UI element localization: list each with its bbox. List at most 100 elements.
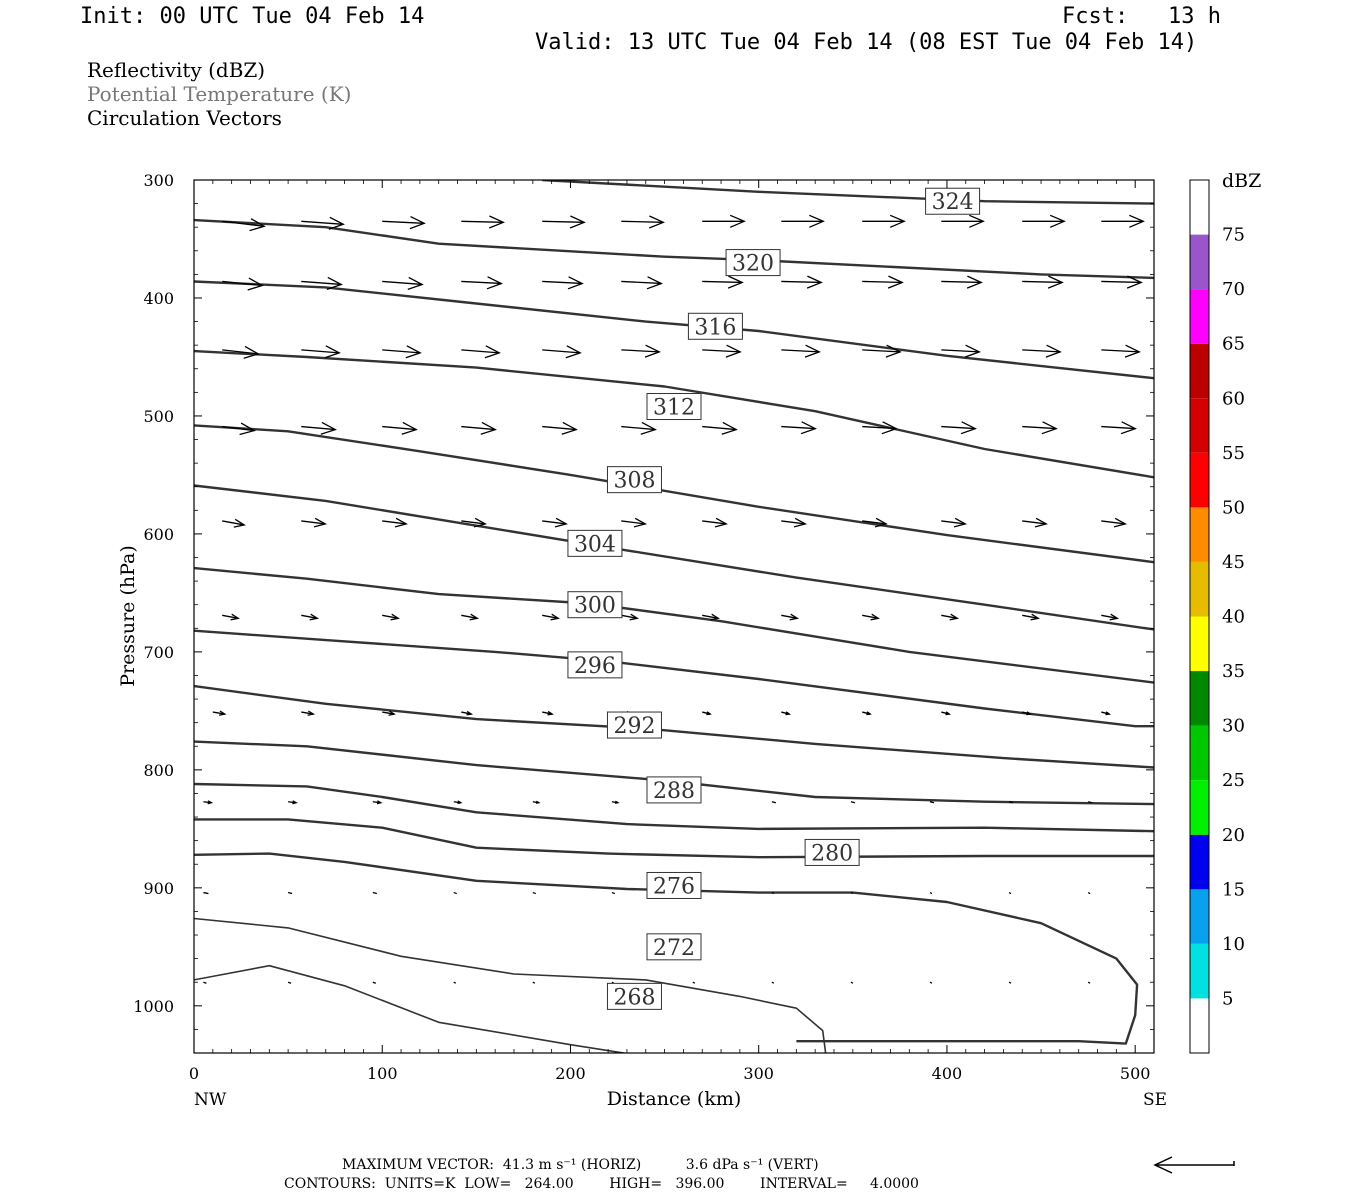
theta-label-box: [687, 312, 743, 340]
max-vector-note: MAXIMUM VECTOR: 41.3 m s⁻¹ (HORIZ) 3.6 d…: [342, 1157, 819, 1173]
circulation-vector: [771, 891, 775, 895]
circulation-vector: [382, 216, 426, 230]
colorbar-level-label: 65: [1222, 334, 1245, 355]
circulation-vector: [862, 517, 888, 528]
colorbar: 5 10 15 20 25 30 35 40 45 50 55 60 65 70 75: [1189, 179, 1245, 1054]
circulation-vector: [1022, 517, 1048, 528]
colorbar-level-label: 75: [1222, 225, 1245, 246]
circulation-vector: [1101, 613, 1120, 621]
circulation-vector: [542, 613, 560, 621]
y-tick-label: 300: [143, 171, 174, 190]
circulation-vector: [532, 800, 541, 804]
circulation-vector: [1101, 344, 1141, 358]
circulation-vector: [382, 613, 400, 621]
colorbar-segment: [1190, 616, 1209, 672]
circulation-vector: [1022, 613, 1040, 621]
colorbar-level-label: 50: [1222, 497, 1245, 518]
x-axis: 0 100 200 300 400 500: [189, 180, 1150, 1083]
theta-label-text: 320: [732, 252, 774, 277]
theta-label-text: 272: [653, 936, 695, 961]
theta-label-308: 308: [606, 466, 662, 494]
circulation-vector: [621, 344, 661, 358]
theta-label-box: [925, 187, 981, 215]
x-tick-label: 100: [367, 1064, 398, 1083]
colorbar-level-label: 10: [1222, 934, 1245, 955]
circulation-vector: [453, 981, 457, 984]
colorbar-level-label: 55: [1222, 443, 1245, 464]
y-tick-label: 1000: [133, 997, 174, 1016]
circulation-vector: [301, 345, 341, 359]
colorbar-level-label: 20: [1222, 825, 1245, 846]
circulation-vector: [781, 344, 821, 358]
circulation-vector: [1008, 981, 1012, 984]
circulation-vector: [771, 801, 777, 804]
circulation-vector: [301, 421, 337, 435]
circulation-vector: [702, 517, 728, 528]
circulation-vector: [621, 613, 640, 621]
circulation-vector: [301, 276, 343, 291]
circulation-vector: [542, 276, 584, 290]
theta-label-316: 316: [687, 312, 743, 340]
circulation-vector: [461, 215, 505, 229]
theta-label-box: [804, 838, 860, 866]
circulation-vector: [862, 214, 906, 228]
circulation-vector: [621, 276, 663, 290]
circulation-vector: [1022, 275, 1064, 289]
colorbar-level-label: 25: [1222, 770, 1245, 791]
circulation-vector: [941, 421, 977, 435]
circulation-vector: [611, 800, 620, 804]
circulation-vector: [1022, 344, 1062, 358]
x-axis-label: Distance (km): [607, 1088, 742, 1110]
circulation-vector: [212, 710, 227, 716]
colorbar-level-label: 30: [1222, 716, 1245, 737]
x-tick-label: 200: [555, 1064, 586, 1083]
theta-label-272: 272: [646, 933, 702, 961]
circulation-vector: [1022, 421, 1058, 435]
legend-circulation-vectors: Circulation Vectors: [87, 106, 282, 130]
circulation-vector: [941, 275, 983, 289]
circulation-vector: [781, 613, 800, 621]
colorbar-segment: [1190, 998, 1209, 1053]
y-tick-label: 700: [143, 643, 174, 662]
theta-label-text: 316: [694, 315, 736, 340]
circulation-vector: [702, 613, 720, 621]
theta-contour-300: [194, 566, 1154, 684]
theta-label-box: [567, 651, 623, 679]
circulation-vector: [222, 422, 256, 436]
circulation-vector: [542, 215, 586, 229]
circulation-vector: [532, 981, 536, 984]
y-tick-label: 900: [143, 879, 174, 898]
circulation-vector: [862, 711, 872, 716]
circulation-vector: [461, 517, 488, 528]
theta-label-box: [606, 466, 662, 494]
circulation-vector: [222, 345, 260, 359]
circulation-vector: [542, 345, 582, 359]
colorbar-level-label: 40: [1222, 607, 1245, 628]
circulation-vector: [929, 801, 935, 804]
circulation-vector: [702, 421, 738, 435]
circulation-vector: [862, 275, 904, 289]
theta-contour-268: [194, 964, 629, 1053]
y-axis: 300 400 500 600 700 800 900 1000: [133, 171, 1154, 1030]
colorbar-segment: [1190, 398, 1209, 453]
theta-label-300: 300: [567, 591, 623, 619]
theta-label-296: 296: [567, 651, 623, 679]
circulation-vector: [781, 711, 791, 716]
circulation-vector: [461, 276, 503, 290]
colorbar-segment: [1190, 234, 1209, 290]
circulation-vector: [771, 981, 775, 984]
colorbar-level-label: 45: [1222, 552, 1245, 573]
circulation-vector: [453, 891, 457, 895]
theta-label-text: 292: [613, 714, 655, 739]
circulation-vector: [222, 218, 266, 232]
circulation-vector: [542, 517, 568, 528]
circulation-vector: [461, 710, 474, 716]
circulation-vector: [372, 981, 377, 984]
colorbar-level-label: 5: [1222, 988, 1233, 1009]
theta-label-box: [567, 591, 623, 619]
circulation-vector: [1087, 801, 1093, 804]
circulation-vector: [542, 710, 554, 716]
theta-contour-312: [194, 349, 1154, 479]
theta-label-box: [606, 711, 662, 739]
theta-contour-324: [542, 180, 1154, 205]
